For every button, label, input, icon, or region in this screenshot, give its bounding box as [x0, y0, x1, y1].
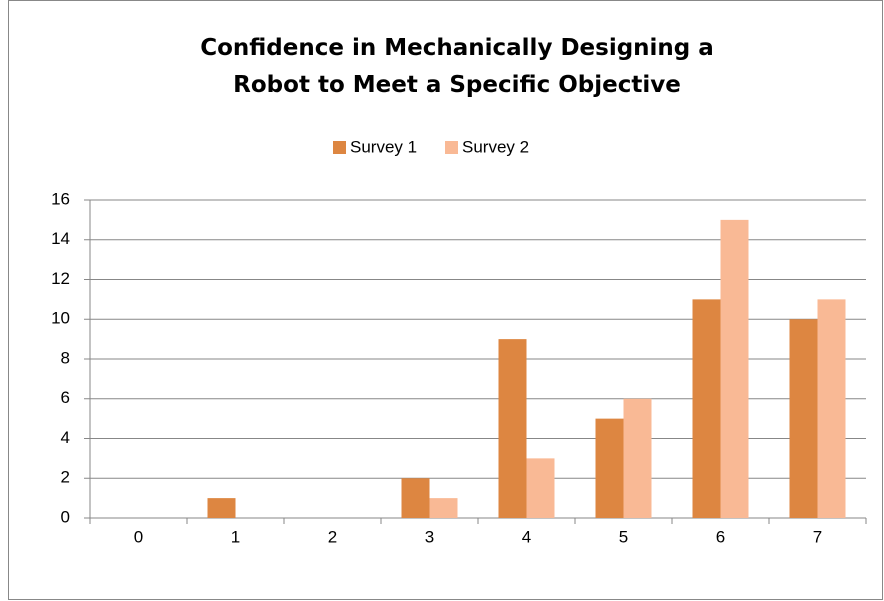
x-tick-label: 7	[813, 527, 822, 546]
y-tick-label: 0	[61, 507, 70, 526]
legend-label: Survey 1	[350, 137, 417, 156]
bar	[401, 478, 430, 518]
bar	[526, 458, 555, 518]
x-tick-label: 5	[619, 527, 628, 546]
chart-border	[8, 0, 883, 600]
x-tick-label: 0	[134, 527, 143, 546]
legend-label: Survey 2	[462, 137, 529, 156]
chart-title: Confidence in Mechanically Designing a R…	[200, 35, 714, 98]
y-tick-label: 2	[61, 468, 70, 487]
y-tick-label: 6	[61, 388, 70, 407]
bar	[789, 319, 818, 518]
y-tick-label: 8	[61, 348, 70, 367]
x-tick-label: 3	[425, 527, 434, 546]
y-tick-label: 4	[61, 428, 70, 447]
bar	[623, 398, 652, 518]
bar	[498, 339, 527, 518]
bar	[817, 299, 846, 518]
bar	[692, 299, 721, 518]
bar	[429, 498, 458, 518]
bar	[720, 219, 749, 518]
x-tick-label: 4	[522, 527, 531, 546]
legend-swatch	[333, 141, 346, 154]
bar	[207, 498, 236, 518]
x-tick-label: 2	[328, 527, 337, 546]
legend-swatch	[445, 141, 458, 154]
y-tick-label: 10	[51, 309, 70, 328]
y-tick-label: 12	[51, 269, 70, 288]
x-tick-label: 6	[716, 527, 725, 546]
y-tick-label: 16	[51, 189, 70, 208]
bar	[595, 418, 624, 518]
y-tick-label: 14	[51, 229, 70, 248]
x-tick-label: 1	[231, 527, 240, 546]
